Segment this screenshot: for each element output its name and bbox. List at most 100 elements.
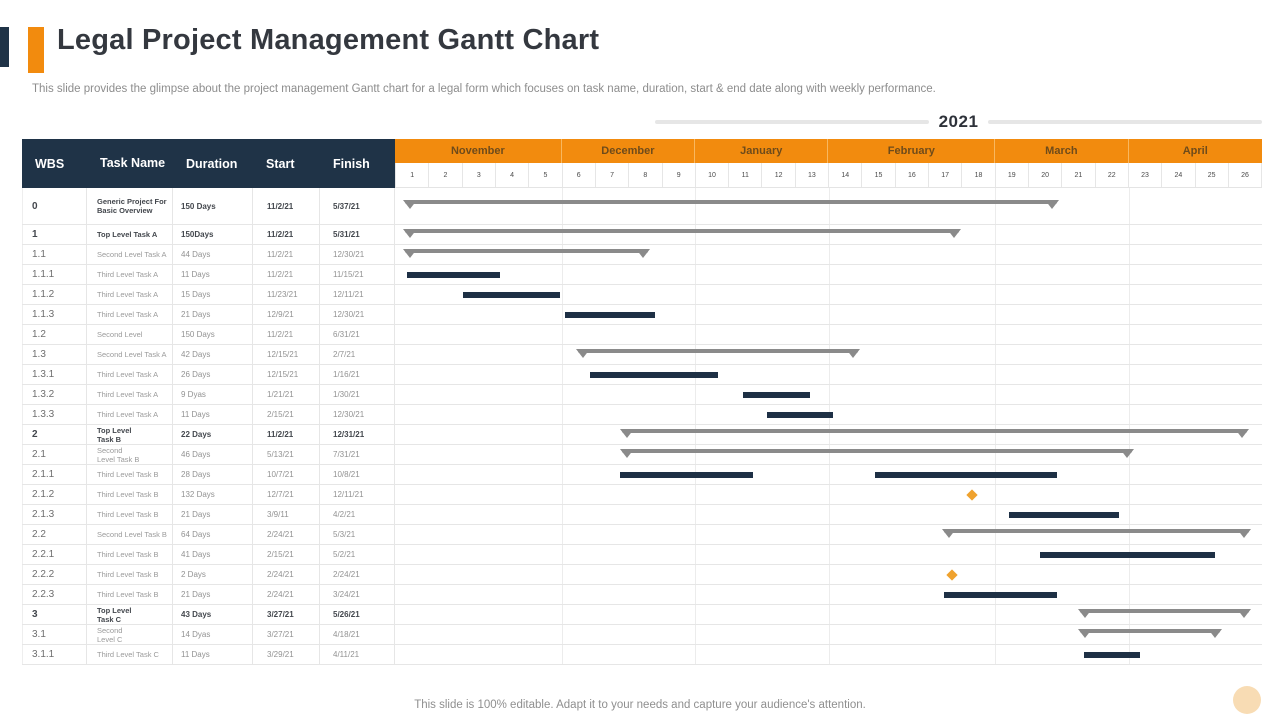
month-gridline <box>995 505 997 524</box>
month-gridline <box>1128 245 1130 264</box>
task-bar <box>463 291 561 298</box>
wbs-cell: 1.3.2 <box>22 385 87 404</box>
finish-cell: 2/7/21 <box>320 345 395 364</box>
start-cell: 3/27/21 <box>253 605 320 624</box>
month-gridline <box>1128 345 1130 364</box>
finish-cell: 1/30/21 <box>320 385 395 404</box>
month-gridline <box>828 188 830 224</box>
gantt-row-timeline <box>395 465 1262 484</box>
year-divider: 2021 <box>655 112 1263 132</box>
start-cell: 12/9/21 <box>253 305 320 324</box>
month-gridline <box>828 245 830 264</box>
month-gridline <box>561 265 563 284</box>
month-gridline <box>695 505 697 524</box>
month-cell-january: January <box>695 139 829 163</box>
month-gridline <box>828 525 830 544</box>
finish-cell: 5/3/21 <box>320 525 395 544</box>
gantt-row: 3.1.1 Third Level Task C 11 Days 3/29/21 4/1… <box>22 645 1262 665</box>
gantt-row: 2.2.3 Third Level Task B 21 Days 2/24/21 3/2… <box>22 585 1262 605</box>
month-gridline <box>695 645 697 664</box>
month-gridline <box>828 505 830 524</box>
month-gridline <box>828 545 830 564</box>
gantt-row-timeline <box>395 305 1262 324</box>
gantt-row: 1.3.3 Third Level Task A 11 Days 2/15/21 12/… <box>22 405 1262 425</box>
month-cell-february: February <box>828 139 996 163</box>
month-gridline <box>695 265 697 284</box>
week-number-cell: 24 <box>1162 163 1196 187</box>
duration-cell: 41 Days <box>173 545 253 564</box>
title-accent-navy-bar <box>0 27 9 67</box>
summary-start-triangle <box>403 228 417 238</box>
month-cell-december: December <box>561 139 696 163</box>
start-cell: 3/29/21 <box>253 645 320 664</box>
finish-cell: 10/8/21 <box>320 465 395 484</box>
month-gridline <box>1128 265 1130 284</box>
corner-decorative-circle <box>1233 686 1261 714</box>
finish-cell: 12/30/21 <box>320 305 395 324</box>
week-number-cell: 12 <box>762 163 796 187</box>
gantt-row: 3.1 Second Level C 14 Dyas 3/27/21 4/18/21 <box>22 625 1262 645</box>
month-gridline <box>561 585 563 604</box>
summary-end-triangle <box>946 228 961 238</box>
gantt-row-timeline <box>395 505 1262 524</box>
task-bar <box>1008 511 1119 518</box>
summary-start-triangle <box>941 528 956 538</box>
task-bar <box>620 471 754 478</box>
duration-cell: 150 Days <box>173 188 253 224</box>
duration-cell: 21 Days <box>173 585 253 604</box>
month-gridline <box>695 325 697 344</box>
month-gridline <box>695 565 697 584</box>
gantt-row: 2.2.1 Third Level Task B 41 Days 2/15/21 5/2… <box>22 545 1262 565</box>
gantt-row-timeline <box>395 285 1262 304</box>
task-name-cell: Third Level Task A <box>87 305 173 324</box>
month-gridline <box>1128 605 1130 624</box>
duration-cell: 28 Days <box>173 465 253 484</box>
month-gridline <box>1128 465 1130 484</box>
duration-cell: 64 Days <box>173 525 253 544</box>
week-number-cell: 16 <box>895 163 929 187</box>
gantt-row-timeline <box>395 565 1262 584</box>
summary-bar <box>403 200 1059 209</box>
finish-cell: 2/24/21 <box>320 565 395 584</box>
month-gridline <box>695 285 697 304</box>
task-name-cell: Third Level Task C <box>87 645 173 664</box>
gantt-row: 1.1 Second Level Task A 44 Days 11/2/21 12/3… <box>22 245 1262 265</box>
finish-cell: 5/26/21 <box>320 605 395 624</box>
start-cell: 11/2/21 <box>253 325 320 344</box>
week-number-cell: 14 <box>829 163 863 187</box>
wbs-cell: 2.1.2 <box>22 485 87 504</box>
month-gridline <box>695 525 697 544</box>
week-number-cell: 1 <box>395 163 430 187</box>
duration-cell: 132 Days <box>173 485 253 504</box>
gantt-row-timeline <box>395 425 1262 444</box>
month-gridline <box>561 345 563 364</box>
month-gridline <box>1128 525 1130 544</box>
header-cell-duration: Duration <box>186 156 238 171</box>
task-name-cell: Second Level <box>87 325 173 344</box>
task-name-cell: Second Level Task B <box>87 525 173 544</box>
summary-bar <box>403 228 961 238</box>
month-gridline <box>1128 188 1130 224</box>
task-bar <box>743 391 811 398</box>
month-gridline <box>828 425 830 444</box>
month-gridline <box>561 645 563 664</box>
task-name-cell: Third Level Task B <box>87 545 173 564</box>
month-gridline <box>695 585 697 604</box>
month-gridline <box>995 645 997 664</box>
start-cell: 2/15/21 <box>253 405 320 424</box>
task-name-cell: Third Level Task A <box>87 265 173 284</box>
gantt-header: WBS Task Name Duration Start Finish November D… <box>22 139 1263 188</box>
month-gridline <box>1128 405 1130 424</box>
duration-cell: 15 Days <box>173 285 253 304</box>
month-gridline <box>561 365 563 384</box>
month-gridline <box>695 225 697 244</box>
week-number-cell: 4 <box>495 163 530 187</box>
gantt-row: 2.1.2 Third Level Task B 132 Days 12/7/21 12… <box>22 485 1262 505</box>
finish-cell: 12/30/21 <box>320 245 395 264</box>
gantt-row-timeline <box>395 345 1262 364</box>
start-cell: 10/7/21 <box>253 465 320 484</box>
gantt-row: 1.1.3 Third Level Task A 21 Days 12/9/21 12/… <box>22 305 1262 325</box>
month-gridline <box>828 605 830 624</box>
duration-cell: 150Days <box>173 225 253 244</box>
